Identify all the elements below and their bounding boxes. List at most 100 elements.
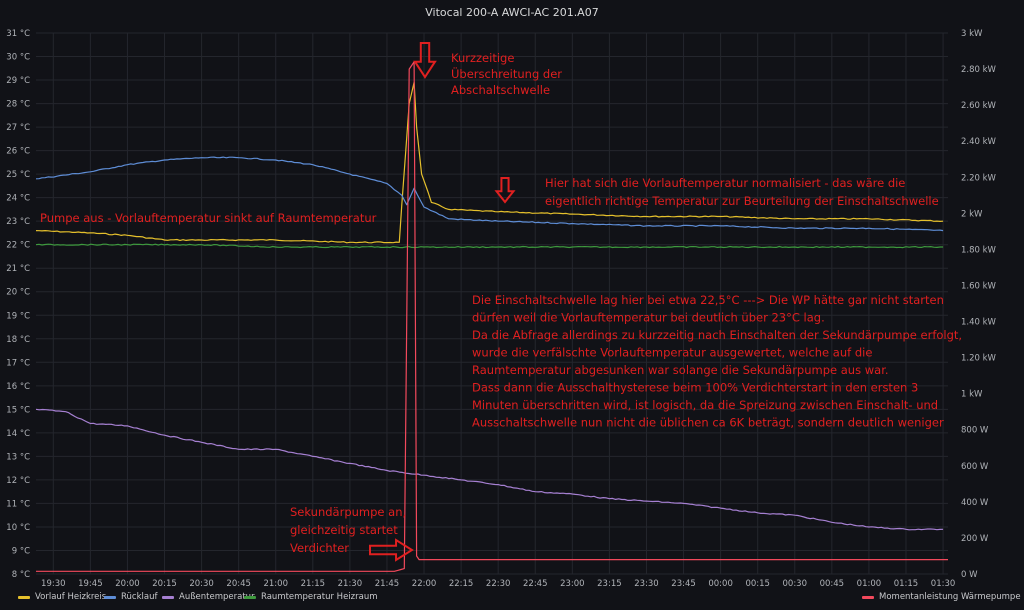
annotation-kurzzeitig-line: Überschreitung der: [451, 65, 562, 81]
y-left-tick-label: 11 °C: [6, 499, 30, 509]
annotation-kurzzeitig-line: Kurzzeitige: [451, 51, 514, 65]
y-left-tick-label: 26 °C: [6, 147, 30, 157]
x-axis-ticks: 19:30 19:45 20:00 20:15 20:30 20:45 21:00 21:15…: [41, 579, 955, 589]
y-right-tick-label: 2.80 kW: [961, 65, 997, 75]
annotation-sekundaer-line: Sekundärpumpe an,: [290, 505, 406, 519]
x-tick-label: 22:45: [523, 579, 548, 589]
y-left-tick-label: 20 °C: [6, 288, 30, 298]
x-tick-label: 20:30: [189, 579, 214, 589]
x-tick-label: 20:45: [226, 579, 251, 589]
y-left-tick-label: 21 °C: [6, 264, 30, 274]
y-right-tick-label: 200 W: [961, 534, 989, 544]
annotation-erklaerung-line: Die Einschaltschwelle lag hier bei etwa …: [472, 293, 944, 307]
annotation-erklaerung-line: Minuten überschritten wird, ist logisch,…: [472, 398, 938, 412]
series-line-3: [35, 243, 944, 249]
y-left-tick-label: 8 °C: [12, 570, 30, 580]
x-tick-label: 01:30: [931, 579, 956, 589]
legend-vorlauf[interactable]: Vorlauf Heizkreis: [18, 592, 106, 602]
y-left-tick-label: 30 °C: [6, 53, 30, 63]
annotation-normalisiert-line: Hier hat sich die Vorlauftemperatur norm…: [545, 176, 905, 190]
y-right-tick-label: 1 kW: [961, 390, 983, 400]
x-tick-label: 21:45: [375, 579, 400, 589]
annotation-sekundaer-line: gleichzeitig startet: [290, 523, 398, 537]
annotation-erklaerung-line: Dass dann die Ausschalthysterese beim 10…: [472, 381, 918, 395]
y-right-tick-label: 1.80 kW: [961, 245, 997, 255]
y-left-tick-label: 31 °C: [6, 29, 30, 39]
x-tick-label: 19:45: [78, 579, 103, 589]
x-tick-label: 23:30: [634, 579, 659, 589]
series-line-4: [36, 61, 948, 572]
y-right-tick-label: 2.40 kW: [961, 137, 997, 147]
y-left-tick-label: 13 °C: [6, 452, 30, 462]
legend-swatch: [862, 595, 874, 599]
x-tick-label: 22:30: [486, 579, 511, 589]
annotation-erklaerung-line: Raumtemperatur abgesunken war solange di…: [472, 363, 889, 377]
legend-aussen[interactable]: Außentemperatur: [162, 592, 255, 602]
right-axis-ticks: 0 W 200 W 400 W 600 W 800 W 1 kW 1.20 kW 1.40 k…: [961, 29, 997, 580]
series-line-2: [35, 408, 944, 531]
x-tick-label: 21:00: [263, 579, 288, 589]
annotation-sekundaer-line: Verdichter: [290, 541, 349, 555]
annotation-arrows: [369, 42, 516, 562]
x-tick-label: 23:45: [671, 579, 696, 589]
y-left-tick-label: 28 °C: [6, 100, 30, 110]
annotation-erklaerung-line: dürfen weil die Vorlauftemperatur bei de…: [472, 311, 825, 325]
series-line-1: [35, 156, 944, 232]
annotation-pumpe-aus-line: Pumpe aus - Vorlauftemperatur sinkt auf …: [40, 211, 377, 225]
legend-swatch: [104, 595, 116, 599]
y-right-tick-label: 2.20 kW: [961, 173, 997, 183]
y-left-tick-label: 16 °C: [6, 382, 30, 392]
y-left-tick-label: 22 °C: [6, 241, 30, 251]
y-left-tick-label: 23 °C: [6, 217, 30, 227]
y-left-tick-label: 25 °C: [6, 170, 30, 180]
legend-swatch: [162, 595, 174, 599]
y-right-tick-label: 2.60 kW: [961, 101, 997, 111]
y-right-tick-label: 1.40 kW: [961, 318, 997, 328]
x-tick-label: 21:30: [338, 579, 363, 589]
y-left-tick-label: 10 °C: [6, 523, 30, 533]
y-left-tick-label: 19 °C: [6, 311, 30, 321]
y-left-tick-label: 15 °C: [6, 405, 30, 415]
series-lines: [35, 61, 948, 572]
y-left-tick-label: 18 °C: [6, 335, 30, 345]
x-tick-label: 22:00: [412, 579, 437, 589]
x-tick-label: 00:15: [745, 579, 770, 589]
x-tick-label: 00:00: [708, 579, 733, 589]
y-left-tick-label: 9 °C: [12, 546, 30, 556]
annotation-erklaerung-line: Da die Abfrage allerdings zu kurzzeitig …: [472, 328, 962, 342]
y-left-tick-label: 14 °C: [6, 429, 30, 439]
x-tick-label: 01:00: [857, 579, 882, 589]
y-left-tick-label: 24 °C: [6, 194, 30, 204]
arrow-down-icon: [494, 177, 516, 204]
y-left-tick-label: 29 °C: [6, 76, 30, 86]
y-right-tick-label: 400 W: [961, 498, 989, 508]
legend-ruecklauf[interactable]: Rücklauf: [104, 592, 157, 602]
y-left-tick-label: 17 °C: [6, 358, 30, 368]
y-right-tick-label: 800 W: [961, 426, 989, 436]
y-left-tick-label: 27 °C: [6, 123, 30, 133]
y-right-tick-label: 0 W: [961, 570, 978, 580]
y-right-tick-label: 3 kW: [961, 29, 983, 39]
x-tick-label: 19:30: [41, 579, 66, 589]
x-tick-label: 21:15: [301, 579, 326, 589]
left-axis-ticks: 8 °C 9 °C 10 °C 11 °C 12 °C 13 °C 14 °C 15 °C 16…: [6, 29, 30, 580]
annotation-normalisiert-line: eigentlich richtige Temperatur zur Beurt…: [545, 194, 939, 208]
arrow-down-icon: [413, 42, 437, 79]
legend-leistung[interactable]: Momentanleistung Wärmepumpe: [862, 592, 1021, 602]
arrow-right-icon: [369, 538, 414, 562]
grid: [36, 32, 948, 575]
y-right-tick-label: 2 kW: [961, 209, 983, 219]
x-tick-label: 00:45: [820, 579, 845, 589]
annotation-erklaerung-line: Ausschaltschwelle nun nicht die üblichen…: [472, 416, 944, 430]
legend-raum[interactable]: Raumtemperatur Heizraum: [244, 592, 378, 602]
y-right-tick-label: 600 W: [961, 462, 989, 472]
x-tick-label: 23:15: [597, 579, 622, 589]
y-right-tick-label: 1.60 kW: [961, 281, 997, 291]
legend-swatch: [18, 595, 30, 599]
x-tick-label: 01:15: [894, 579, 919, 589]
x-tick-label: 23:00: [560, 579, 585, 589]
x-tick-label: 00:30: [783, 579, 808, 589]
legend-swatch: [244, 595, 256, 599]
